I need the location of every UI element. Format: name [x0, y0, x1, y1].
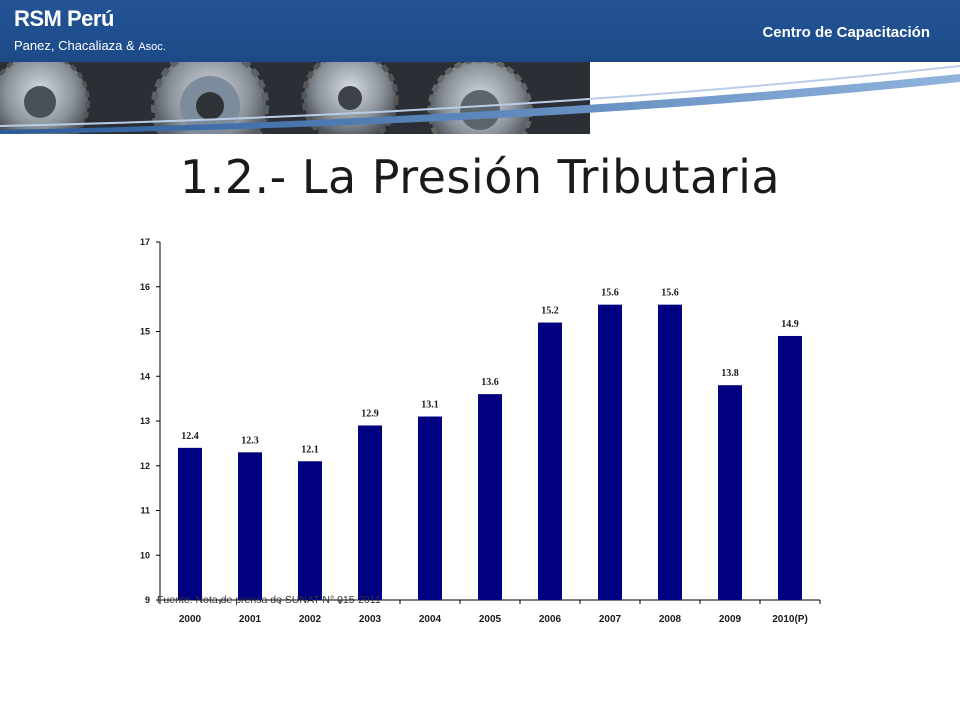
- category-label-2001: 2001: [239, 614, 262, 625]
- category-label-2002: 2002: [299, 614, 322, 625]
- logo-subtitle: Panez, Chacaliaza & Asoc.: [14, 38, 166, 53]
- category-label-2007: 2007: [599, 614, 622, 625]
- bar-2001: [238, 452, 262, 600]
- category-label-2000: 2000: [179, 614, 202, 625]
- y-tick-label: 14: [140, 371, 150, 381]
- y-tick-label: 13: [140, 416, 150, 426]
- company-logo: RSM Perú: [14, 6, 114, 32]
- y-tick-label: 16: [140, 282, 150, 292]
- bar-2010(P): [778, 335, 802, 600]
- logo-name: RSM Perú: [14, 6, 114, 31]
- bar-2009: [718, 385, 742, 600]
- section-name: Centro de Capacitación: [762, 24, 930, 41]
- logo-partners: Panez, Chacaliaza &: [14, 38, 135, 53]
- gear-icon: [0, 62, 90, 134]
- category-label-2003: 2003: [359, 614, 382, 625]
- data-label-2009: 13.8: [721, 368, 739, 379]
- source-note: Fuente: Nota de prensa de SUNAT N° 015-2…: [157, 594, 381, 606]
- y-tick-label: 11: [140, 506, 150, 516]
- data-label-2006: 15.2: [541, 306, 559, 317]
- y-tick-label: 10: [140, 550, 150, 560]
- category-label-2010(P): 2010(P): [772, 614, 808, 625]
- bar-2002: [298, 461, 322, 600]
- header-bar: RSM Perú Panez, Chacaliaza & Asoc. Centr…: [0, 0, 960, 62]
- data-label-2002: 12.1: [301, 444, 319, 455]
- bar-2005: [478, 394, 502, 600]
- data-label-2010(P): 14.9: [781, 319, 799, 330]
- category-label-2004: 2004: [419, 614, 442, 625]
- gear-icon: [301, 62, 399, 134]
- category-label-2009: 2009: [719, 614, 742, 625]
- category-label-2006: 2006: [539, 614, 562, 625]
- y-tick-label: 17: [140, 237, 150, 247]
- bar-2003: [358, 425, 382, 600]
- category-label-2005: 2005: [479, 614, 502, 625]
- data-label-2003: 12.9: [361, 408, 379, 419]
- data-label-2007: 15.6: [601, 288, 619, 299]
- data-label-2001: 12.3: [241, 435, 259, 446]
- logo-asoc: Asoc.: [138, 41, 166, 53]
- data-label-2008: 15.6: [661, 288, 679, 299]
- data-label-2005: 13.6: [481, 377, 499, 388]
- data-label-2004: 13.1: [421, 400, 439, 411]
- page-title: 1.2.- La Presión Tributaria: [179, 150, 781, 204]
- y-tick-label: 12: [140, 461, 150, 471]
- bar-2008: [658, 304, 682, 600]
- bar-2006: [538, 322, 562, 600]
- bar-2000: [178, 447, 202, 600]
- category-label-2008: 2008: [659, 614, 682, 625]
- data-label-2000: 12.4: [181, 431, 199, 442]
- bar-2004: [418, 416, 442, 600]
- gears-banner: [0, 62, 960, 134]
- y-tick-label: 9: [145, 595, 150, 605]
- bar-2007: [598, 304, 622, 600]
- y-tick-label: 15: [140, 327, 150, 337]
